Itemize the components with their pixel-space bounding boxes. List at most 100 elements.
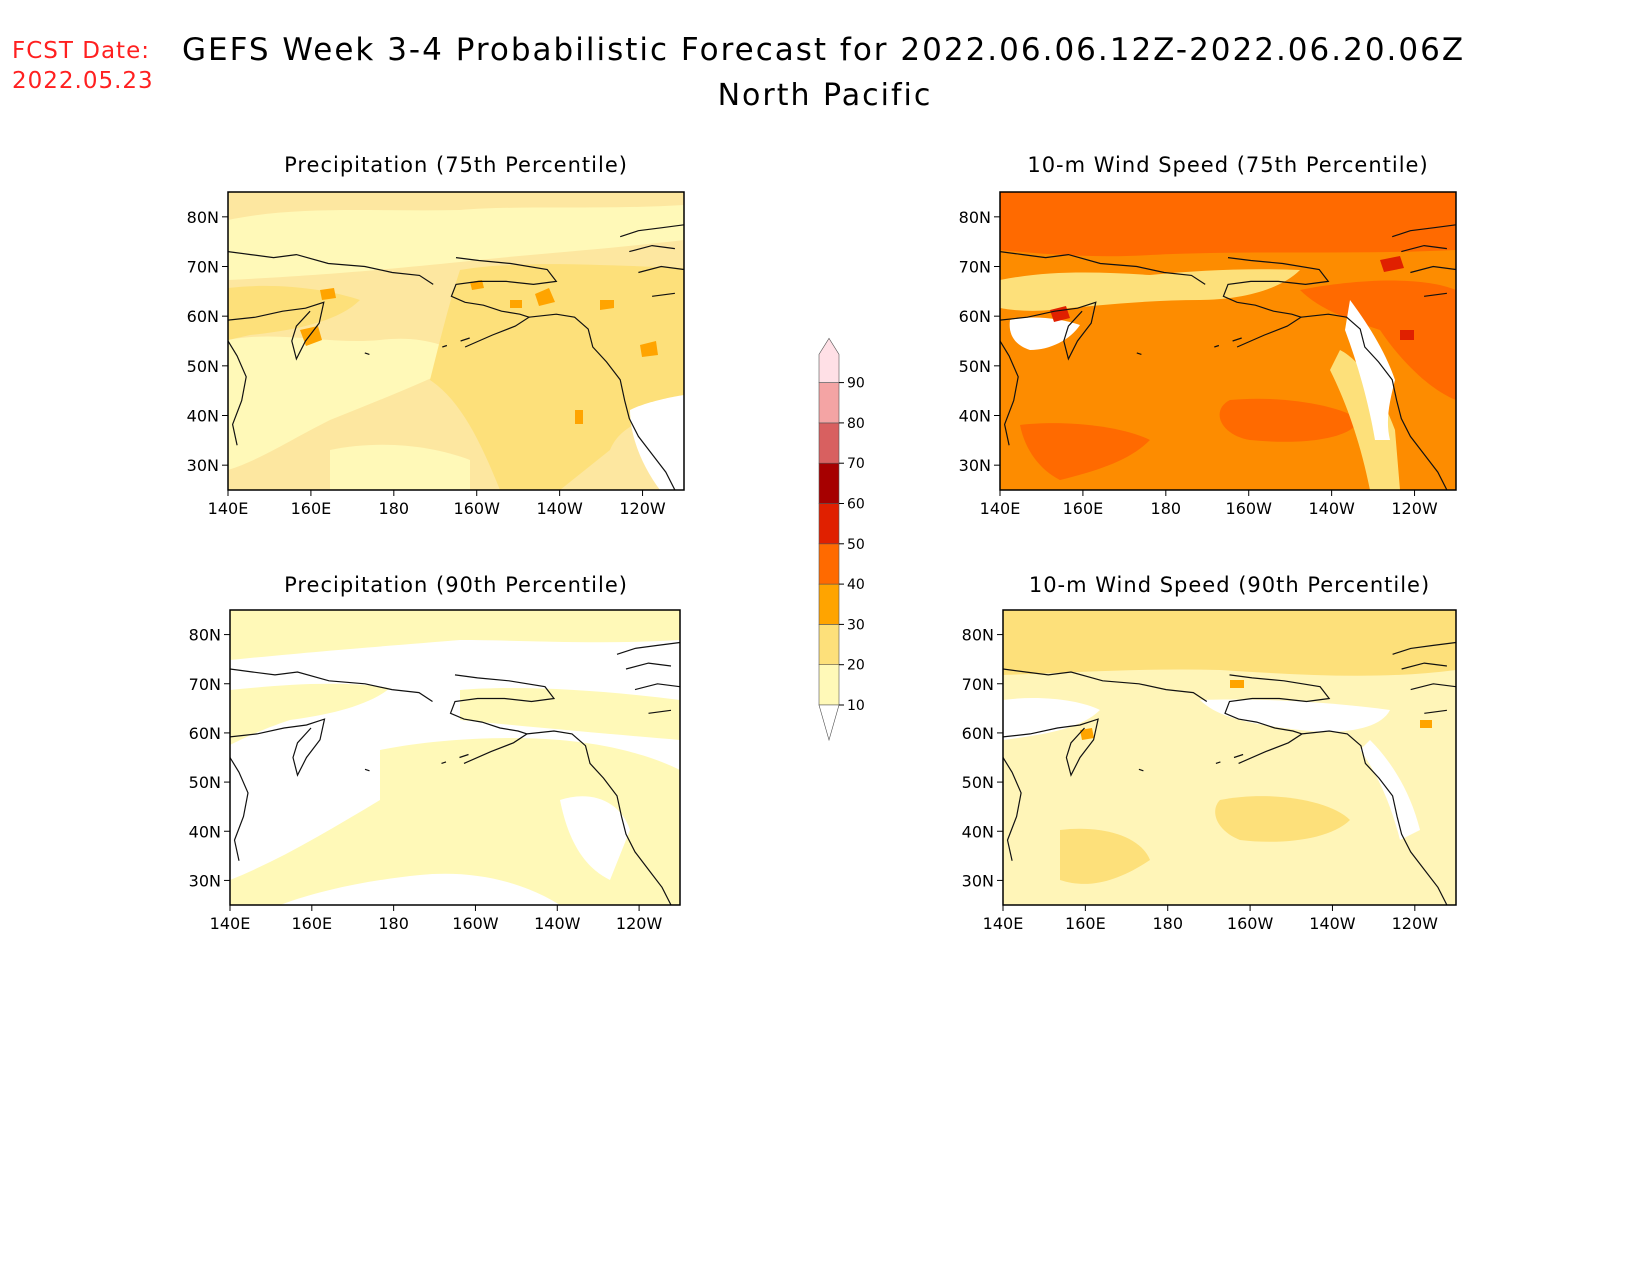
lon-label: 160W: [454, 499, 501, 518]
lat-label: 70N: [189, 675, 221, 694]
coast-arctic-islands: [616, 641, 680, 714]
colorbar-swatch: [818, 503, 840, 545]
coast-kamchatka: [230, 718, 326, 777]
coast-kamchatka: [1000, 301, 1097, 361]
coast-alaska: [1224, 674, 1331, 764]
fcst-date: 2022.05.23: [12, 68, 154, 94]
lat-label: 40N: [959, 407, 991, 426]
lon-label: 160E: [291, 914, 332, 933]
lat-label: 50N: [962, 773, 994, 792]
colorbar-swatch: [818, 337, 840, 383]
colorbar-swatch: [818, 462, 840, 504]
map-axes: 80N 70N 60N 50N 40N 30N 140E 160E 180 160W 140W 120…: [187, 191, 1457, 933]
colorbar-label: 40: [847, 577, 865, 593]
coast-aleutians: [1136, 337, 1242, 355]
colorbar: 10 20 30 40 50 60 70 80 90: [818, 337, 865, 742]
panel-title-precip-90: Precipitation (90th Percentile): [284, 573, 628, 597]
colorbar-swatch: [818, 583, 840, 625]
coastline-panel-3: [1003, 641, 1456, 905]
coast-japan: [230, 757, 249, 861]
coast-japan: [228, 340, 247, 446]
lat-label: 40N: [962, 822, 994, 841]
wind75-field-light: [1330, 350, 1400, 490]
lon-label: 180: [378, 914, 409, 933]
precip75-field-light: [228, 205, 684, 280]
wind75-field-dark: [1000, 192, 1456, 257]
lon-label: 140E: [210, 914, 251, 933]
lat-label: 30N: [962, 871, 994, 890]
colorbar-tail: [818, 704, 840, 742]
lon-label: 140E: [983, 914, 1024, 933]
lat-label: 70N: [959, 258, 991, 277]
map-panel-precip-75: [228, 192, 684, 490]
coast-alaska: [450, 257, 558, 348]
precip75-field-mid: [430, 264, 684, 490]
lat-label: 80N: [187, 208, 219, 227]
panel-title-precip-75: Precipitation (75th Percentile): [284, 153, 628, 177]
colorbar-label: 70: [847, 456, 865, 472]
coastline-panel-1: [1000, 224, 1456, 490]
wind90-field-white: [1003, 698, 1100, 740]
coast-na-west: [1301, 730, 1448, 905]
panel-frame-3: [1002, 609, 1457, 906]
fcst-label: FCST Date:: [12, 38, 150, 64]
wind75-field-white: [1345, 300, 1395, 440]
wind90-field-mid: [1215, 796, 1350, 842]
lon-label: 140W: [536, 499, 583, 518]
precip75-field-light: [330, 444, 470, 490]
lon-label: 180: [379, 499, 410, 518]
colorbar-label: 30: [847, 617, 865, 633]
lon-label: 160W: [452, 914, 499, 933]
coast-aleutians: [1138, 753, 1244, 772]
coast-arctic-islands: [1392, 641, 1456, 714]
colorbar-label: 20: [847, 658, 865, 674]
wind90-field-mid: [1060, 828, 1150, 884]
wind75-field-white: [1009, 317, 1080, 350]
lon-label: 160W: [1226, 499, 1273, 518]
lat-label: 80N: [962, 626, 994, 645]
map-panel-precip-90: [230, 610, 680, 905]
lat-label: 60N: [189, 724, 221, 743]
coast-arctic-islands: [620, 224, 684, 297]
lat-label: 80N: [959, 208, 991, 227]
sub-title: North Pacific: [717, 78, 933, 113]
coast-siberia: [228, 251, 434, 285]
precip90-field-light: [460, 688, 680, 740]
lat-label: 50N: [959, 357, 991, 376]
colorbar-label: 60: [847, 497, 865, 513]
colorbar-swatch: [818, 382, 840, 424]
coast-siberia: [1000, 251, 1206, 285]
coast-na-west: [526, 730, 672, 905]
lon-label: 160E: [1063, 499, 1104, 518]
wind75-field-light: [1000, 269, 1300, 311]
precip75-field-white: [630, 395, 684, 490]
lat-label: 50N: [187, 357, 219, 376]
lat-label: 60N: [187, 307, 219, 326]
lat-label: 70N: [962, 675, 994, 694]
lon-label: 140E: [208, 499, 249, 518]
wind90-field-mid: [1003, 610, 1456, 676]
colorbar-swatch: [818, 422, 840, 464]
coast-siberia: [1003, 668, 1208, 703]
lat-label: 60N: [959, 307, 991, 326]
coast-japan: [1000, 340, 1019, 446]
coast-alaska: [449, 674, 556, 764]
lat-label: 30N: [187, 456, 219, 475]
lat-label: 40N: [189, 822, 221, 841]
coast-aleutians: [364, 337, 470, 355]
lon-label: 160E: [291, 499, 332, 518]
coast-kamchatka: [1003, 718, 1099, 777]
lon-label: 160W: [1227, 914, 1274, 933]
lon-label: 120W: [1391, 499, 1438, 518]
panel-frame-0: [227, 191, 685, 491]
wind75-field-dark: [1219, 398, 1360, 442]
precip90-field-light: [230, 610, 680, 660]
lon-label: 180: [1152, 914, 1183, 933]
colorbar-swatch: [818, 543, 840, 585]
lat-label: 40N: [187, 407, 219, 426]
colorbar-swatch: [818, 664, 840, 706]
precip75-field-mid: [228, 285, 360, 340]
map-panel-wind-75: [1000, 192, 1456, 490]
lon-label: 140E: [980, 499, 1021, 518]
colorbar-label: 10: [847, 698, 865, 714]
